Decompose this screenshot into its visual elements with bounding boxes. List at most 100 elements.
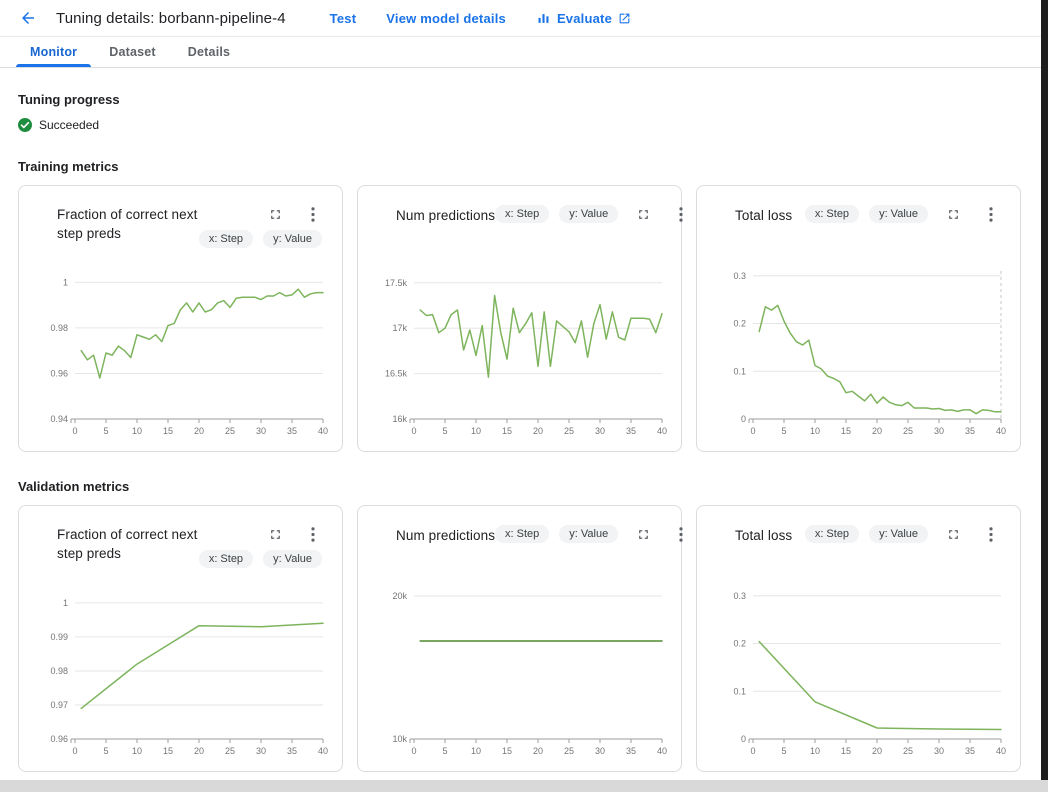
more-options-icon[interactable] (982, 525, 1000, 543)
svg-text:40: 40 (657, 426, 667, 436)
chart-card-validation-num-predictions: Num predictions x: Step y: Value 10k 20k 0… (357, 505, 682, 772)
y-axis-chip[interactable]: y: Value (263, 550, 322, 568)
svg-text:0: 0 (411, 426, 416, 436)
svg-text:0.2: 0.2 (733, 319, 746, 329)
svg-text:0.1: 0.1 (733, 366, 746, 376)
fullscreen-icon[interactable] (266, 205, 284, 223)
fullscreen-icon[interactable] (266, 525, 284, 543)
back-button[interactable] (16, 6, 40, 30)
more-options-icon[interactable] (672, 525, 690, 543)
app-header: Tuning details: borbann-pipeline-4 Test … (0, 0, 1048, 37)
svg-text:30: 30 (595, 746, 605, 756)
y-axis-chip[interactable]: y: Value (559, 525, 618, 543)
chart-title: Num predictions (396, 526, 495, 545)
tab-monitor[interactable]: Monitor (14, 37, 93, 67)
y-axis-chip[interactable]: y: Value (869, 205, 928, 223)
x-axis-chip[interactable]: x: Step (495, 525, 549, 543)
line-chart: 0.960.970.980.9910510152025303540 (29, 582, 334, 766)
x-axis-chip[interactable]: x: Step (199, 550, 253, 568)
chart-title: Fraction of correct next step preds (57, 205, 199, 243)
svg-text:0.98: 0.98 (50, 666, 68, 676)
svg-text:20: 20 (533, 746, 543, 756)
more-options-icon[interactable] (304, 205, 322, 223)
svg-text:10: 10 (810, 746, 820, 756)
y-axis-chip[interactable]: y: Value (869, 525, 928, 543)
svg-text:0.94: 0.94 (50, 414, 68, 424)
svg-text:25: 25 (225, 746, 235, 756)
svg-text:30: 30 (934, 426, 944, 436)
chart-title: Total loss (735, 206, 792, 225)
svg-text:5: 5 (442, 426, 447, 436)
page-title: Tuning details: borbann-pipeline-4 (56, 10, 286, 27)
svg-text:0: 0 (741, 734, 746, 744)
line-chart: 16k16.5k17k17.5k0510152025303540 (368, 262, 673, 446)
svg-text:20: 20 (194, 426, 204, 436)
tab-details[interactable]: Details (172, 37, 246, 67)
svg-text:20k: 20k (392, 591, 407, 601)
svg-text:35: 35 (965, 426, 975, 436)
svg-text:0.96: 0.96 (50, 368, 68, 378)
evaluate-label: Evaluate (557, 11, 612, 26)
bar-chart-icon (536, 11, 551, 26)
svg-text:15: 15 (502, 746, 512, 756)
svg-text:10: 10 (132, 426, 142, 436)
svg-text:0: 0 (411, 746, 416, 756)
main-content: Tuning progress Succeeded Training metri… (0, 68, 1048, 772)
fullscreen-icon[interactable] (634, 205, 652, 223)
y-axis-chip[interactable]: y: Value (263, 230, 322, 248)
line-chart: 0.940.960.9810510152025303540 (29, 262, 334, 446)
svg-text:25: 25 (564, 746, 574, 756)
svg-text:15: 15 (502, 426, 512, 436)
more-options-icon[interactable] (672, 205, 690, 223)
svg-text:5: 5 (103, 746, 108, 756)
svg-text:0: 0 (741, 414, 746, 424)
svg-text:1: 1 (63, 598, 68, 608)
x-axis-chip[interactable]: x: Step (805, 205, 859, 223)
x-axis-chip[interactable]: x: Step (495, 205, 549, 223)
x-axis-chip[interactable]: x: Step (805, 525, 859, 543)
svg-text:10k: 10k (392, 734, 407, 744)
more-options-icon[interactable] (304, 525, 322, 543)
svg-text:20: 20 (194, 746, 204, 756)
more-options-icon[interactable] (982, 205, 1000, 223)
screen-right-edge (1041, 0, 1048, 792)
svg-text:0.98: 0.98 (50, 323, 68, 333)
svg-text:10: 10 (132, 746, 142, 756)
svg-text:35: 35 (626, 746, 636, 756)
success-check-icon (18, 118, 32, 132)
y-axis-chip[interactable]: y: Value (559, 205, 618, 223)
chart-card-validation-total-loss: Total loss x: Step y: Value 00.10.20.305… (696, 505, 1021, 772)
tuning-progress-heading: Tuning progress (18, 92, 1021, 107)
svg-text:35: 35 (287, 746, 297, 756)
svg-text:40: 40 (318, 746, 328, 756)
svg-text:17.5k: 17.5k (385, 278, 408, 288)
test-button[interactable]: Test (330, 11, 357, 26)
svg-text:17k: 17k (392, 323, 407, 333)
chart-title: Num predictions (396, 206, 495, 225)
chart-title: Total loss (735, 526, 792, 545)
svg-text:40: 40 (318, 426, 328, 436)
svg-text:0.96: 0.96 (50, 734, 68, 744)
x-axis-chip[interactable]: x: Step (199, 230, 253, 248)
tab-dataset[interactable]: Dataset (93, 37, 172, 67)
chart-card-validation-fraction: Fraction of correct next step preds x: S… (18, 505, 343, 772)
svg-text:15: 15 (841, 746, 851, 756)
svg-text:35: 35 (287, 426, 297, 436)
status-row: Succeeded (18, 118, 1021, 132)
svg-text:15: 15 (841, 426, 851, 436)
svg-text:15: 15 (163, 746, 173, 756)
fullscreen-icon[interactable] (944, 205, 962, 223)
svg-text:5: 5 (442, 746, 447, 756)
svg-text:0: 0 (750, 426, 755, 436)
view-model-details-button[interactable]: View model details (386, 11, 506, 26)
line-chart: 10k20k0510152025303540 (368, 582, 673, 766)
svg-text:40: 40 (996, 746, 1006, 756)
svg-text:0.3: 0.3 (733, 271, 746, 281)
chart-card-training-num-predictions: Num predictions x: Step y: Value 16k16.5… (357, 185, 682, 452)
fullscreen-icon[interactable] (634, 525, 652, 543)
svg-text:40: 40 (996, 426, 1006, 436)
fullscreen-icon[interactable] (944, 525, 962, 543)
evaluate-button[interactable]: Evaluate (536, 11, 631, 26)
svg-text:0: 0 (750, 746, 755, 756)
svg-text:40: 40 (657, 746, 667, 756)
